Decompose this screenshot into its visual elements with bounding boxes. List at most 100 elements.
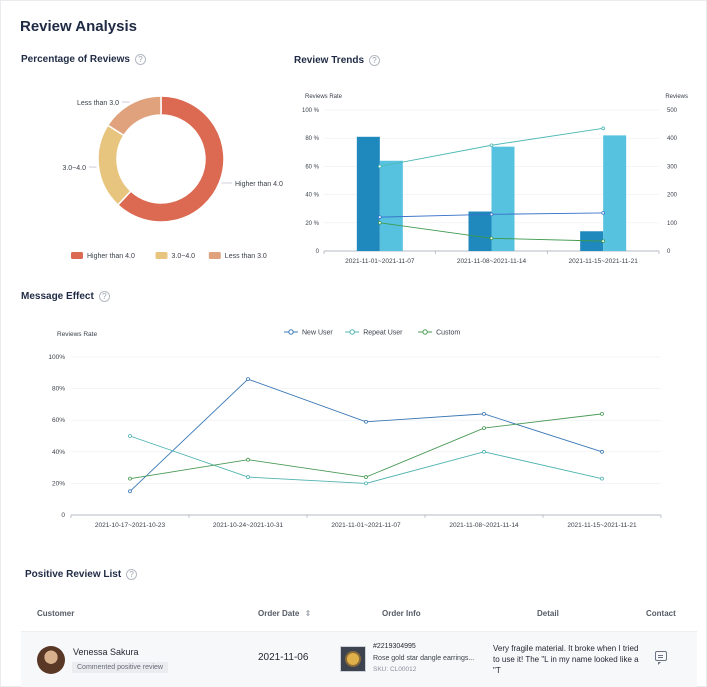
page-title: Review Analysis <box>20 18 138 35</box>
data-point <box>482 426 486 430</box>
data-point <box>600 449 604 454</box>
help-icon[interactable]: ? <box>134 54 146 65</box>
bar <box>603 135 627 251</box>
x-tick-label: 2021-11-08~2021-11-14 <box>457 258 527 265</box>
y-axis-title: Reviews Rate <box>57 331 97 338</box>
percentage-title-text: Percentage of Reviews <box>21 54 130 65</box>
y-tick-label: 60 % <box>305 164 319 170</box>
legend-label: Higher than 4.0 <box>87 253 135 260</box>
customer-name: Venessa Sakura <box>73 647 139 657</box>
trends-title-text: Review Trends <box>294 55 365 66</box>
y-tick-label: 20 % <box>305 221 319 227</box>
x-tick-label: 2021-11-15~2021-11-21 <box>567 522 637 529</box>
header-detail: Detail <box>537 609 559 618</box>
message-icon[interactable] <box>655 651 667 665</box>
bar <box>379 160 403 251</box>
header-order-date-label: Order Date <box>258 609 300 618</box>
help-icon[interactable]: ? <box>369 55 381 66</box>
y2-tick-label: 400 <box>667 136 678 142</box>
y2-tick-label: 100 <box>667 221 678 227</box>
positive-section-title: Positive Review List ? <box>25 569 138 580</box>
y-tick-label: 0 <box>61 512 65 519</box>
data-point <box>364 481 368 486</box>
data-point <box>364 419 368 424</box>
y-tick-label: 100% <box>48 354 65 361</box>
sort-icon[interactable]: ⇕ <box>304 609 312 618</box>
help-icon[interactable]: ? <box>126 569 138 580</box>
legend-label: Less than 3.0 <box>225 253 267 260</box>
bar <box>356 136 380 251</box>
bar <box>491 146 515 251</box>
legend-marker <box>422 329 428 335</box>
data-point <box>601 211 605 215</box>
y2-axis-title: Reviews <box>665 94 688 100</box>
data-point <box>489 236 494 241</box>
review-trends-chart: Reviews Rate Reviews 0 0 20 % 100 40 % 200 60 % 3… <box>302 94 688 265</box>
x-tick-label: 2021-10-17~2021-10-23 <box>95 522 166 529</box>
slice-label: Higher than 4.0 <box>235 181 283 188</box>
x-tick-label: 2021-10-24~2021-10-31 <box>213 522 284 529</box>
header-contact: Contact <box>646 609 676 618</box>
data-point <box>128 476 132 481</box>
y-tick-label: 100 % <box>302 108 320 114</box>
review-list-header: Customer Order Date ⇕ Order Info Detail … <box>21 601 697 627</box>
y-tick-label: 40 % <box>305 193 319 199</box>
legend-swatch <box>208 252 221 259</box>
data-point <box>601 239 605 243</box>
data-point <box>482 449 486 454</box>
header-order-info: Order Info <box>382 609 421 618</box>
review-detail: Very fragile material. It broke when I t… <box>493 644 639 675</box>
message-section-title: Message Effect ? <box>21 291 110 302</box>
table-row[interactable]: Venessa Sakura Commented positive review… <box>21 631 697 687</box>
data-point <box>364 475 368 479</box>
positive-title-text: Positive Review List <box>25 569 122 580</box>
legend-label: 3.0~4.0 <box>172 253 196 260</box>
legend-swatch <box>71 252 83 259</box>
y-tick-label: 0 <box>316 249 320 255</box>
data-point <box>246 457 250 462</box>
data-point <box>128 434 132 438</box>
legend-swatch <box>155 252 168 259</box>
help-icon[interactable]: ? <box>98 291 110 302</box>
data-point <box>601 126 605 131</box>
product-sku: SKU: CL00012 <box>373 666 417 673</box>
data-point <box>246 377 250 382</box>
slice-label: Less than 3.0 <box>77 100 119 107</box>
percentage-donut-chart: Higher than 4.0 3.0~4.0 Less than 3.0 Highe… <box>62 95 283 260</box>
y-axis-title: Reviews Rate <box>305 94 343 100</box>
order-number[interactable]: #2219304995 <box>373 643 416 650</box>
donut-slice <box>97 124 132 206</box>
data-point <box>378 215 382 219</box>
y-tick-label: 80% <box>52 386 65 393</box>
y2-tick-label: 200 <box>667 193 678 199</box>
donut-slice <box>106 95 162 137</box>
y-tick-label: 80 % <box>305 136 319 142</box>
header-customer: Customer <box>37 609 75 618</box>
data-point <box>600 411 604 416</box>
bar <box>468 211 492 251</box>
data-point <box>489 212 494 217</box>
y-tick-label: 40% <box>52 449 65 456</box>
data-point <box>378 221 382 225</box>
order-date: 2021-11-06 <box>258 652 309 663</box>
legend-marker <box>288 329 294 335</box>
y-tick-label: 60% <box>52 417 65 424</box>
product-thumbnail[interactable] <box>340 646 366 672</box>
product-image <box>347 653 359 665</box>
series-line <box>129 378 603 492</box>
percentage-section-title: Percentage of Reviews ? <box>21 54 146 65</box>
y2-tick-label: 0 <box>667 249 671 255</box>
data-point <box>128 489 132 494</box>
avatar <box>37 646 65 674</box>
y-tick-label: 20% <box>52 480 65 487</box>
legend-label: New User <box>302 330 333 337</box>
status-badge: Commented positive review <box>72 662 168 673</box>
x-tick-label: 2021-11-01~2021-11-07 <box>331 522 401 529</box>
slice-label: 3.0~4.0 <box>62 165 86 172</box>
trends-section-title: Review Trends ? <box>294 55 381 66</box>
data-point <box>246 475 250 479</box>
data-point <box>489 143 494 148</box>
product-name: Rose gold star dangle earrings... <box>373 655 475 662</box>
header-order-date[interactable]: Order Date ⇕ <box>258 609 311 618</box>
